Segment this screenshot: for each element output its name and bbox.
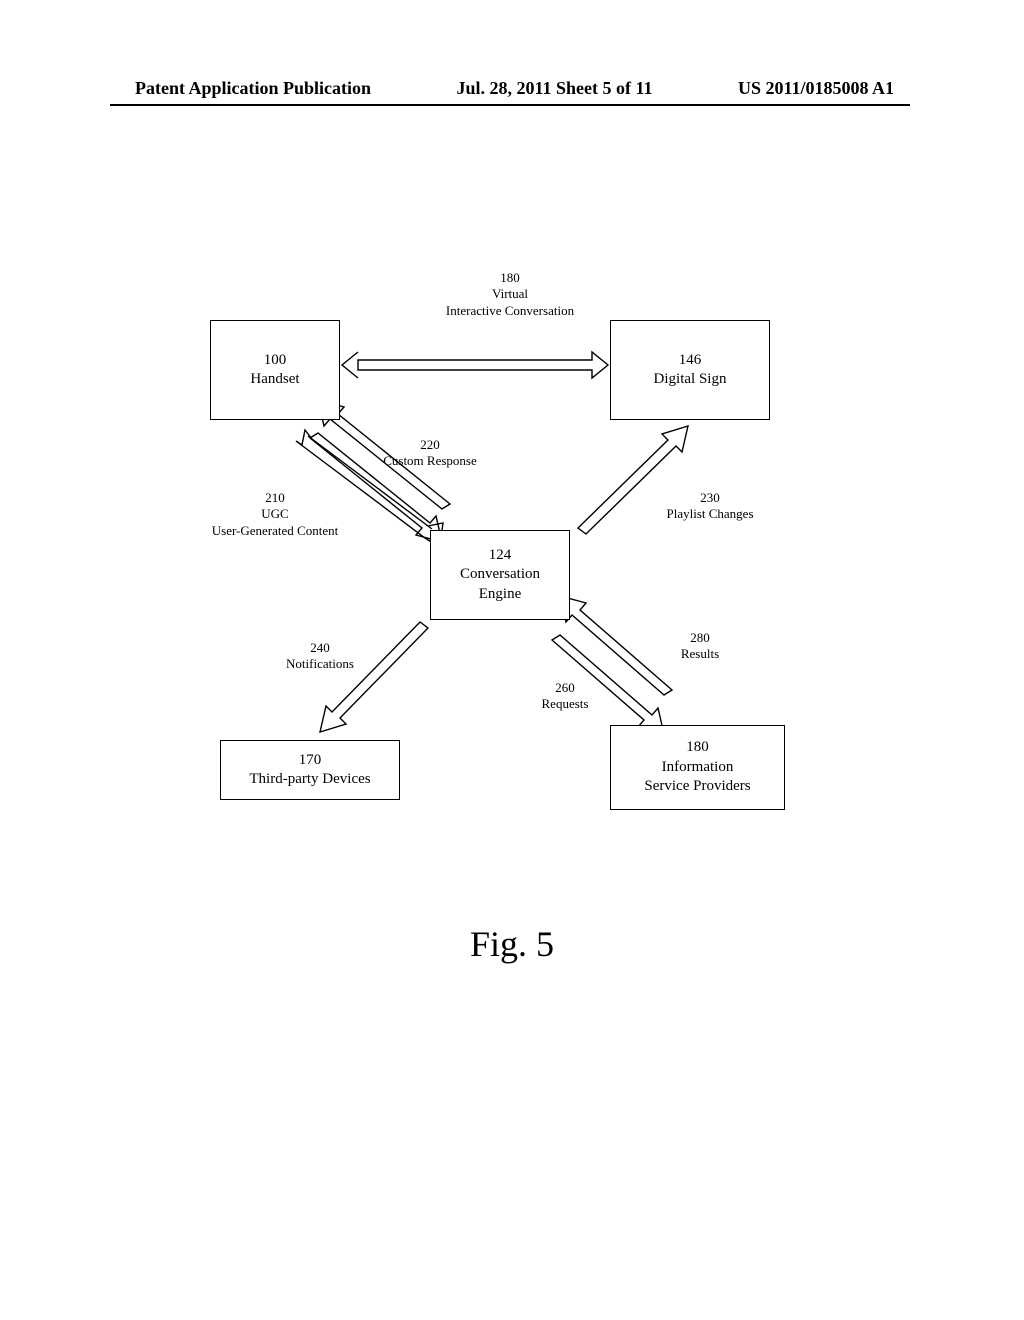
label-notifications: 240 Notifications [270,640,370,673]
box-providers-num: 180 [686,738,709,758]
box-providers: 180 Information Service Providers [610,725,785,810]
label-results: 280 Results [665,630,735,663]
box-providers-name2: Service Providers [644,777,750,797]
label-ugc: 210 UGC User-Generated Content [185,490,365,539]
label-notif-num: 240 [270,640,370,656]
label-vic: 180 Virtual Interactive Conversation [410,270,610,319]
label-vic-name2: Interactive Conversation [410,303,610,319]
box-digital-sign-name: Digital Sign [654,370,727,390]
arrow-virtual-conversation [342,352,608,378]
header-right: US 2011/0185008 A1 [738,78,894,99]
label-req-num: 260 [525,680,605,696]
box-third-party-num: 170 [299,751,322,771]
label-cr-num: 220 [360,437,500,453]
box-engine-num: 124 [489,546,512,566]
label-playlist-name: Playlist Changes [645,506,775,522]
box-handset: 100 Handset [210,320,340,420]
box-third-party: 170 Third-party Devices [220,740,400,800]
label-res-num: 280 [665,630,735,646]
box-digital-sign: 146 Digital Sign [610,320,770,420]
label-requests: 260 Requests [525,680,605,713]
label-playlist: 230 Playlist Changes [645,490,775,523]
box-engine: 124 Conversation Engine [430,530,570,620]
arrow-engine-providers-pair [552,596,672,734]
label-custom-response: 220 Custom Response [360,437,500,470]
label-ugc-name2: User-Generated Content [185,523,365,539]
label-ugc-name: UGC [185,506,365,522]
box-engine-name1: Conversation [460,565,540,585]
box-digital-sign-num: 146 [679,351,702,371]
header-rule [110,104,910,106]
box-engine-name2: Engine [479,585,522,605]
label-cr-name: Custom Response [360,453,500,469]
page-header: Patent Application Publication Jul. 28, … [0,78,1024,99]
header-center: Jul. 28, 2011 Sheet 5 of 11 [456,78,652,99]
header-left: Patent Application Publication [135,78,371,99]
label-playlist-num: 230 [645,490,775,506]
label-vic-name: Virtual [410,286,610,302]
label-req-name: Requests [525,696,605,712]
label-notif-name: Notifications [270,656,370,672]
label-vic-num: 180 [410,270,610,286]
label-res-name: Results [665,646,735,662]
diagram-area: 100 Handset 146 Digital Sign 124 Convers… [190,280,850,840]
label-ugc-num: 210 [185,490,365,506]
figure-caption: Fig. 5 [0,923,1024,965]
box-providers-name1: Information [662,758,734,778]
box-handset-name: Handset [250,370,299,390]
box-third-party-name: Third-party Devices [249,770,370,790]
arrow-notifications [320,622,428,732]
box-handset-num: 100 [264,351,287,371]
